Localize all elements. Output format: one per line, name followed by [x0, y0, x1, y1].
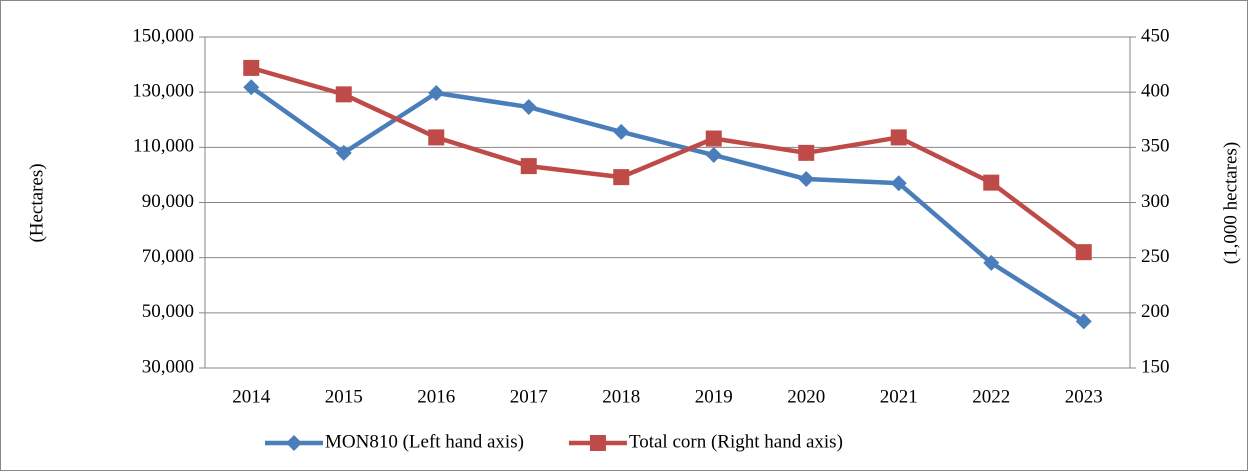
x-tick-label: 2017 — [510, 386, 548, 407]
x-tick-label: 2020 — [787, 386, 825, 407]
y2-tick-label: 450 — [1141, 25, 1170, 46]
x-tick-label: 2021 — [880, 386, 918, 407]
y2-tick-label: 400 — [1141, 81, 1170, 102]
y-tick-label: 30,000 — [142, 356, 194, 377]
y-tick-label: 150,000 — [132, 25, 194, 46]
y2-tick-label: 150 — [1141, 356, 1170, 377]
y2-axis-label: (1,000 hectares) — [1220, 142, 1241, 264]
y-tick-label: 130,000 — [132, 81, 194, 102]
data-point — [335, 86, 352, 103]
data-point — [243, 79, 260, 96]
data-point — [1075, 244, 1092, 261]
y-tick-label: 70,000 — [142, 246, 194, 267]
y-tick-label: 50,000 — [142, 301, 194, 322]
x-tick-label: 2023 — [1065, 386, 1103, 407]
data-point — [520, 99, 537, 116]
legend-label: Total corn (Right hand axis) — [629, 431, 843, 452]
data-point — [890, 129, 907, 146]
x-tick-label: 2016 — [417, 386, 455, 407]
y2-tick-label: 200 — [1141, 301, 1170, 322]
data-point — [243, 59, 260, 76]
y2-tick-label: 300 — [1141, 191, 1170, 212]
y-tick-label: 110,000 — [133, 136, 194, 157]
data-point — [705, 147, 722, 164]
data-point — [589, 435, 606, 451]
x-tick-label: 2022 — [972, 386, 1010, 407]
x-tick-label: 2018 — [602, 386, 640, 407]
legend-label: MON810 (Left hand axis) — [325, 431, 524, 452]
x-tick-label: 2015 — [325, 386, 363, 407]
y-axis-label: (Hectares) — [26, 163, 47, 242]
data-point — [613, 123, 630, 140]
y2-tick-label: 250 — [1141, 246, 1170, 267]
data-point — [798, 144, 815, 161]
data-point — [983, 254, 1000, 271]
data-point — [520, 158, 537, 175]
data-point — [335, 144, 352, 161]
series-line — [250, 65, 1086, 254]
data-point — [428, 129, 445, 146]
series-line — [249, 85, 1085, 324]
data-point — [890, 175, 907, 192]
data-point — [1075, 313, 1092, 330]
x-tick-label: 2019 — [695, 386, 733, 407]
x-tick-label: 2014 — [232, 386, 271, 407]
data-point — [428, 84, 445, 101]
y-tick-label: 90,000 — [142, 191, 194, 212]
data-point — [798, 171, 815, 188]
y2-tick-label: 350 — [1141, 136, 1170, 157]
data-point — [613, 169, 630, 186]
data-point — [983, 174, 1000, 191]
data-point — [286, 435, 302, 451]
data-point — [705, 130, 722, 147]
